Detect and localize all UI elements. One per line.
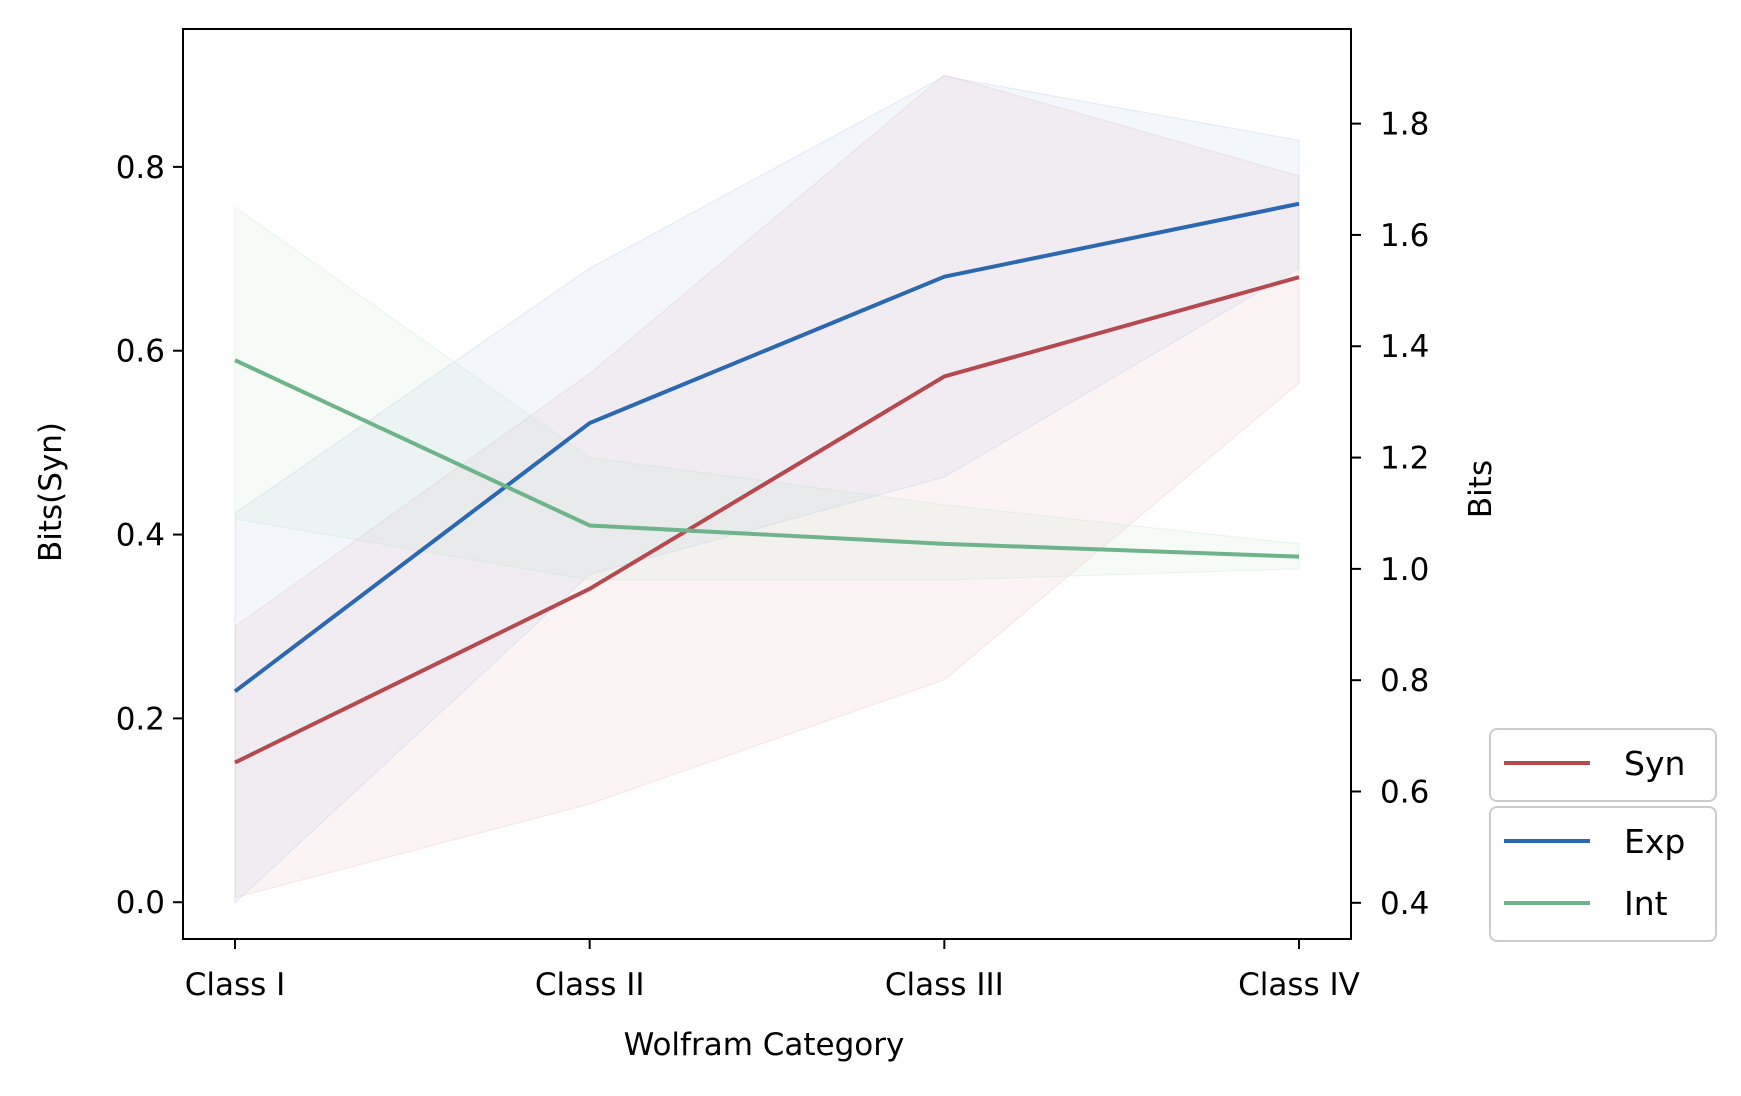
x-tick-label: Class I bbox=[185, 967, 286, 1003]
legend-label-syn: Syn bbox=[1624, 744, 1685, 783]
x-axis-label: Wolfram Category bbox=[624, 1027, 905, 1063]
left-tick-label: 0.2 bbox=[116, 701, 165, 737]
right-tick-label: 1.2 bbox=[1380, 441, 1429, 477]
left-tick-label: 0.6 bbox=[116, 334, 165, 370]
right-tick-label: 1.4 bbox=[1380, 329, 1429, 365]
line-exp bbox=[233, 201, 1300, 693]
band-syn bbox=[234, 74, 1300, 899]
legend-box bbox=[1489, 728, 1717, 802]
legend-label-exp: Exp bbox=[1624, 822, 1685, 861]
left-y-axis: 0.0 0.2 0.4 0.6 0.8 bbox=[116, 150, 183, 921]
legend-label-int: Int bbox=[1624, 884, 1668, 923]
plot-border bbox=[182, 28, 1352, 940]
right-tick-label: 1.0 bbox=[1380, 552, 1429, 588]
x-axis: Class I Class II Class III Class IV bbox=[185, 939, 1360, 1003]
right-tick-label: 0.8 bbox=[1380, 663, 1429, 699]
x-tick-label: Class IV bbox=[1238, 967, 1360, 1003]
x-tick-label: Class III bbox=[885, 967, 1004, 1003]
series-lines bbox=[233, 201, 1300, 765]
band-int bbox=[234, 206, 1300, 581]
x-tick-label: Class II bbox=[535, 967, 645, 1003]
left-tick-label: 0.4 bbox=[116, 518, 165, 554]
band-exp bbox=[234, 75, 1300, 904]
confidence-bands bbox=[234, 74, 1300, 904]
legend: Syn Exp Int bbox=[1489, 728, 1717, 942]
right-tick-label: 1.6 bbox=[1380, 218, 1429, 254]
left-y-axis-label: Bits(Syn) bbox=[33, 422, 69, 562]
right-tick-label: 0.6 bbox=[1380, 775, 1429, 811]
line-syn bbox=[234, 275, 1300, 765]
right-tick-label: 1.8 bbox=[1380, 107, 1429, 143]
right-tick-label: 0.4 bbox=[1380, 886, 1429, 922]
right-y-axis-label: Bits bbox=[1463, 460, 1499, 518]
line-int bbox=[234, 358, 1300, 559]
plot-frame bbox=[182, 28, 1352, 940]
left-tick-label: 0.8 bbox=[116, 150, 165, 186]
right-y-axis: 0.4 0.6 0.8 1.0 1.2 1.4 1.6 1.8 bbox=[1351, 107, 1429, 922]
left-tick-label: 0.0 bbox=[116, 885, 165, 921]
